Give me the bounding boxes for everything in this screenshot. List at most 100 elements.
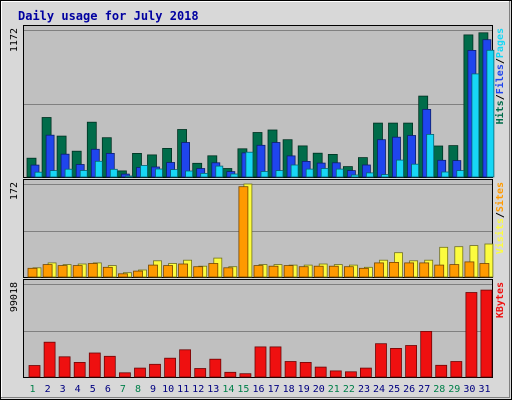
x-label-day-5: 5 [90,384,96,395]
bar-kbytes-day-11: KBytes 11: 29000 [179,349,192,378]
bar-kbytes-day-25: KBytes 25: 30500 [390,347,402,378]
x-label-day-6: 6 [105,384,111,395]
bar-kbytes-day-7: KBytes 7: 4500 [119,372,131,378]
x-label-day-19: 19 [298,384,310,395]
bar-pages-day-21: Pages 21: 63 [335,168,344,178]
bar-sites-day-18: Sites 18: 21 [283,265,294,278]
bar-sites-day-16: Sites 16: 21 [253,265,264,278]
y-max-label-middle: 172 [9,182,20,200]
x-label-day-22: 22 [343,384,355,395]
bar-sites-day-15: Sites 15: 167 [238,186,249,278]
bar-pages-day-29: Pages 29: 51 [456,170,465,178]
bar-sites-day-30: Sites 30: 28 [464,261,475,278]
x-label-day-27: 27 [418,384,430,395]
bar-sites-day-9: Sites 9: 22 [148,264,158,278]
bar-kbytes-day-4: KBytes 4: 15500 [73,361,86,378]
bar-kbytes-day-29: KBytes 29: 16500 [450,361,463,378]
bar-pages-day-22: Pages 22: 16 [350,174,359,178]
bar-pages-day-13: Pages 13: 87 [215,165,224,178]
bar-sites-day-31: Sites 31: 25 [479,263,490,278]
bar-pages-day-1: Pages 1: 38 [34,171,43,178]
x-label-day-15: 15 [237,384,249,395]
legend-separator: / [495,212,506,218]
bar-pages-day-3: Pages 3: 62 [64,168,73,178]
x-label-day-30: 30 [463,384,475,395]
bar-sites-day-2: Sites 2: 23 [42,264,53,278]
x-label-day-24: 24 [373,384,385,395]
bar-kbytes-day-3: KBytes 3: 21500 [58,356,71,378]
x-label-day-1: 1 [29,384,35,395]
x-label-day-10: 10 [162,384,174,395]
bar-pages-day-17: Pages 17: 51 [275,170,284,178]
bar-kbytes-day-31: KBytes 31: 92500 [480,289,493,378]
bar-sites-day-14: Sites 14: 17 [223,267,234,278]
bar-kbytes-day-17: KBytes 17: 32000 [269,346,282,378]
bar-kbytes-day-2: KBytes 2: 37000 [43,341,56,378]
bar-kbytes-day-19: KBytes 19: 15500 [299,361,312,378]
bar-pages-day-5: Pages 5: 125 [94,160,103,178]
bar-pages-day-6: Pages 6: 61 [109,168,118,178]
x-label-day-21: 21 [328,384,340,395]
x-label-day-9: 9 [150,384,156,395]
y-axis-max-labels: 1172 172 99018 [9,28,20,312]
bar-pages-day-23: Pages 23: 33 [365,172,374,178]
bar-pages-day-4: Pages 4: 52 [79,170,88,178]
x-label-day-17: 17 [268,384,280,395]
bar-kbytes-day-21: KBytes 21: 6500 [329,370,342,378]
legend-item-files: Files [494,64,506,94]
x-label-day-23: 23 [358,384,370,395]
y-max-label-top: 1172 [9,28,20,52]
bar-files-day-24: Files 24: 297 [377,139,386,178]
bar-pages-day-16: Pages 16: 44 [260,171,269,178]
x-axis-day-labels: 1 2 3 4 5 6 7 8 9 10 11 12 13 14 15 16 17 18 19 20 21 22 23 24 2… [29,384,490,395]
bar-pages-day-15: Pages 15: 198 [245,151,254,178]
bar-pages-day-9: Pages 9: 64 [155,168,163,178]
chart-title: Daily usage for July 2018 [18,9,199,23]
bar-kbytes-day-20: KBytes 20: 10500 [314,366,327,378]
bar-pages-day-30: Pages 30: 822 [471,73,480,178]
bar-kbytes-day-12: KBytes 12: 9000 [194,368,207,378]
bar-pages-day-7: Pages 7: 8 [125,175,133,178]
bar-kbytes-day-15: KBytes 15: 3500 [239,373,252,378]
bar-kbytes-day-10: KBytes 10: 20000 [164,357,177,378]
bar-pages-day-26: Pages 26: 102 [411,163,420,178]
bar-pages-day-10: Pages 10: 59 [170,169,179,178]
bar-sites-day-3: Sites 3: 21 [57,265,68,278]
bar-sites-day-29: Sites 29: 23 [449,264,460,278]
bar-sites-day-12: Sites 12: 19 [193,266,204,278]
bar-sites-day-13: Sites 13: 25 [208,263,219,278]
legend-middle: Visits/Sites [494,182,506,254]
x-label-day-29: 29 [448,384,460,395]
bar-kbytes-day-24: KBytes 24: 35500 [375,343,387,378]
x-label-day-2: 2 [45,384,51,395]
x-label-day-4: 4 [75,384,81,395]
bar-sites-day-1: Sites 1: 16 [27,267,38,278]
bar-sites-day-21: Sites 21: 20 [328,265,339,278]
bar-sites-day-26: Sites 26: 26 [404,262,415,278]
x-label-day-31: 31 [478,384,490,395]
bar-kbytes-day-27: KBytes 27: 48500 [420,330,433,378]
x-label-day-18: 18 [283,384,295,395]
bar-kbytes-day-14: KBytes 14: 5000 [224,371,237,378]
bar-pages-day-8: Pages 8: 92 [140,165,148,178]
bar-pages-day-25: Pages 25: 135 [396,159,404,178]
bar-kbytes-day-8: KBytes 8: 9500 [134,367,146,378]
bar-sites-day-20: Sites 20: 20 [313,265,324,278]
bar-pages-day-24: Pages 24: 19 [381,174,389,178]
legend-separator: / [495,94,506,100]
bar-sites-day-8: Sites 8: 11 [133,270,143,278]
bar-sites-day-25: Sites 25: 27 [389,261,399,278]
bar-kbytes-day-5: KBytes 5: 25500 [88,352,101,378]
legend-item-hits: Hits [494,100,506,124]
bar-pages-day-2: Pages 2: 51 [49,170,58,178]
bar-kbytes-day-16: KBytes 16: 32000 [254,346,267,378]
bar-kbytes-day-22: KBytes 22: 5500 [344,371,357,378]
legend-item-kbytes: KBytes [495,282,506,318]
bar-kbytes-day-6: KBytes 6: 22000 [103,355,116,378]
bar-kbytes-day-28: KBytes 28: 12500 [435,364,448,378]
bar-pages-day-28: Pages 28: 40 [441,171,450,178]
x-label-day-8: 8 [135,384,141,395]
legend-item-visits: Visits [494,218,506,254]
bar-kbytes-day-9: KBytes 9: 13500 [149,363,161,378]
